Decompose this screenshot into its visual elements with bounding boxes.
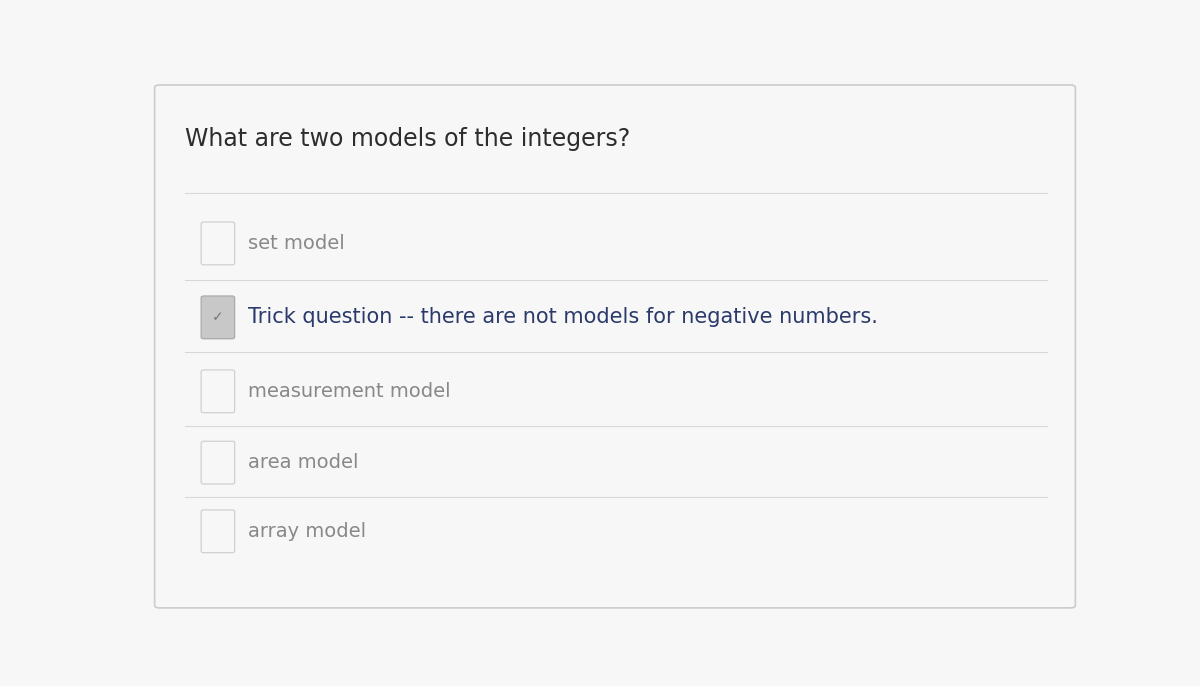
FancyBboxPatch shape [202, 510, 235, 553]
FancyBboxPatch shape [202, 222, 235, 265]
FancyBboxPatch shape [155, 85, 1075, 608]
Text: What are two models of the integers?: What are two models of the integers? [185, 127, 630, 151]
FancyBboxPatch shape [202, 296, 235, 339]
Text: ✓: ✓ [212, 310, 223, 324]
Text: Trick question -- there are not models for negative numbers.: Trick question -- there are not models f… [247, 307, 877, 327]
Text: area model: area model [247, 453, 358, 472]
Text: measurement model: measurement model [247, 382, 450, 401]
FancyBboxPatch shape [202, 370, 235, 413]
Text: array model: array model [247, 522, 366, 541]
FancyBboxPatch shape [202, 441, 235, 484]
Text: set model: set model [247, 234, 344, 253]
